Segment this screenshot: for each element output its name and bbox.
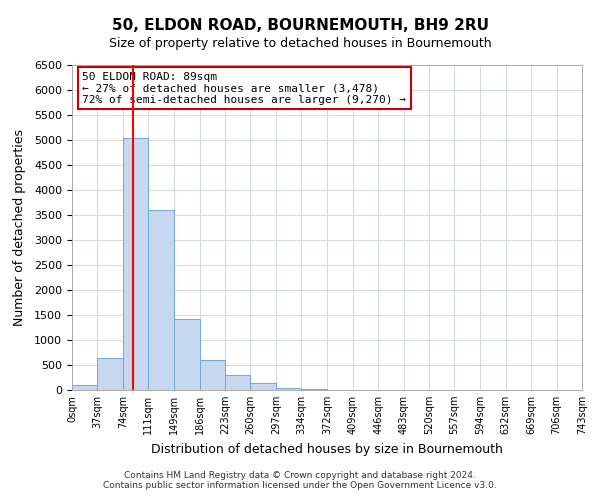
Bar xyxy=(123,138,148,390)
Bar xyxy=(148,210,173,390)
Bar xyxy=(200,360,225,390)
Text: 50 ELDON ROAD: 89sqm
← 27% of detached houses are smaller (3,478)
72% of semi-de: 50 ELDON ROAD: 89sqm ← 27% of detached h… xyxy=(82,72,406,104)
Bar xyxy=(276,388,301,390)
Bar xyxy=(301,389,326,390)
Text: 50, ELDON ROAD, BOURNEMOUTH, BH9 2RU: 50, ELDON ROAD, BOURNEMOUTH, BH9 2RU xyxy=(112,18,488,32)
Bar xyxy=(250,383,276,390)
Bar xyxy=(225,375,250,390)
Text: Size of property relative to detached houses in Bournemouth: Size of property relative to detached ho… xyxy=(109,38,491,51)
Y-axis label: Number of detached properties: Number of detached properties xyxy=(13,129,26,326)
Bar xyxy=(97,358,123,390)
Text: Contains HM Land Registry data © Crown copyright and database right 2024.
Contai: Contains HM Land Registry data © Crown c… xyxy=(103,470,497,490)
X-axis label: Distribution of detached houses by size in Bournemouth: Distribution of detached houses by size … xyxy=(151,442,503,456)
Bar xyxy=(174,318,200,390)
Bar xyxy=(72,385,97,390)
